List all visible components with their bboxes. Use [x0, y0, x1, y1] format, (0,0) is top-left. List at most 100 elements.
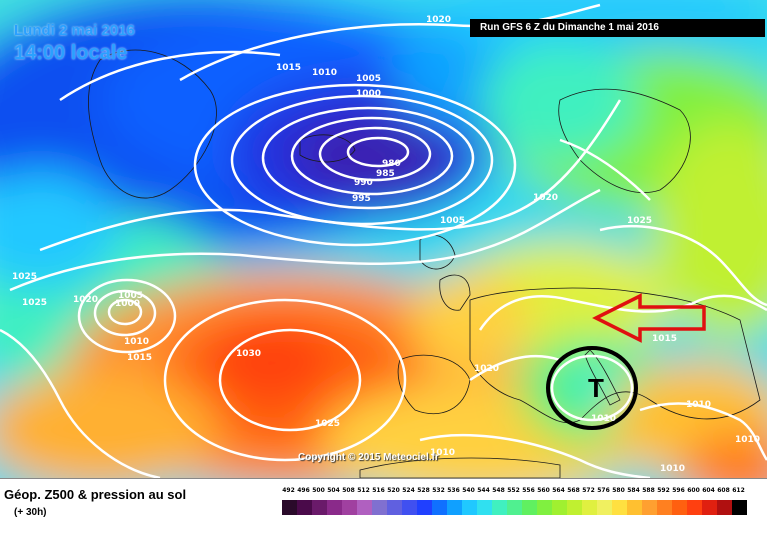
scale-label: 520: [387, 487, 400, 494]
isobar-label: 980: [382, 159, 401, 169]
scale-swatch: [507, 500, 522, 515]
scale-label: 560: [537, 487, 550, 494]
isobar-label: 985: [376, 169, 395, 179]
scale-swatch: [477, 500, 492, 515]
isobar-label: 1005: [118, 291, 143, 301]
scale-swatch: [492, 500, 507, 515]
scale-label: 496: [297, 487, 310, 494]
forecast-date: Lundi 2 mai 2016: [14, 22, 135, 39]
scale-swatch: [552, 500, 567, 515]
scale-label: 556: [522, 487, 535, 494]
scale-swatch: [282, 500, 297, 515]
scale-label: 492: [282, 487, 295, 494]
scale-swatch: [612, 500, 627, 515]
scale-label: 588: [642, 487, 655, 494]
isobar-label: 1025: [315, 419, 340, 429]
legend-subtitle: (+ 30h): [14, 507, 47, 518]
isobar-label: 1025: [12, 272, 37, 282]
isobar-label: 1010: [124, 337, 149, 347]
isobar-label: 1025: [22, 298, 47, 308]
scale-label: 548: [492, 487, 505, 494]
scale-label: 500: [312, 487, 325, 494]
scale-swatch: [432, 500, 447, 515]
scale-swatch: [297, 500, 312, 515]
copyright-notice: Copyright © 2015 Meteociel.fr: [298, 452, 439, 463]
legend-footer: Géop. Z500 & pression au sol (+ 30h) 492…: [0, 478, 767, 546]
isobar-label: 1015: [652, 334, 677, 344]
legend-title: Géop. Z500 & pression au sol: [4, 487, 187, 502]
isobar-label: 1015: [127, 353, 152, 363]
scale-label: 564: [552, 487, 565, 494]
scale-swatch: [657, 500, 672, 515]
isobar-label: 1030: [236, 349, 261, 359]
isobar-label: 990: [354, 178, 373, 188]
red-arrow: [592, 293, 706, 343]
scale-swatch: [447, 500, 462, 515]
scale-swatch: [327, 500, 342, 515]
scale-label: 532: [432, 487, 445, 494]
isobar-label: 1010: [660, 464, 685, 474]
scale-swatch: [312, 500, 327, 515]
isobar-label: 1000: [356, 89, 381, 99]
isobars: [0, 3, 767, 480]
scale-label: 536: [447, 487, 460, 494]
isobar-label: 1015: [276, 63, 301, 73]
scale-swatch: [702, 500, 717, 515]
isobar-label: 1020: [533, 193, 558, 203]
scale-label: 592: [657, 487, 670, 494]
scale-label: 604: [702, 487, 715, 494]
scale-swatch: [462, 500, 477, 515]
map-canvas: T 1020 1015 1010 1005 1000 980 985 990 9…: [0, 0, 767, 520]
scale-swatch: [372, 500, 387, 515]
scale-swatch: [687, 500, 702, 515]
isobar-label: 1020: [474, 364, 499, 374]
scale-label: 540: [462, 487, 475, 494]
isobar-label: 1020: [73, 295, 98, 305]
isobar-label: 1010: [312, 68, 337, 78]
scale-label: 568: [567, 487, 580, 494]
scale-label: 508: [342, 487, 355, 494]
scale-swatch: [672, 500, 687, 515]
scale-swatch: [522, 500, 537, 515]
weather-map: T 1020 1015 1010 1005 1000 980 985 990 9…: [0, 0, 767, 520]
isobar-label: 1010: [735, 435, 760, 445]
scale-label: 572: [582, 487, 595, 494]
low-pressure-symbol: T: [588, 373, 604, 403]
scale-label: 576: [597, 487, 610, 494]
land-outlines: [88, 49, 761, 479]
isobar-label: 1000: [115, 299, 140, 309]
color-scale: 492 496 500 504 508 512 516 520 524 528 532 536 540 5…: [282, 487, 750, 517]
scale-swatch: [402, 500, 417, 515]
run-info-banner: Run GFS 6 Z du Dimanche 1 mai 2016: [470, 19, 765, 37]
scale-swatch: [597, 500, 612, 515]
scale-label: 612: [732, 487, 745, 494]
scale-swatch: [342, 500, 357, 515]
scale-label: 584: [627, 487, 640, 494]
scale-label: 600: [687, 487, 700, 494]
scale-label: 516: [372, 487, 385, 494]
low-circle: T: [546, 346, 638, 430]
isobar-label: 1020: [426, 15, 451, 25]
isobar-label: 1010: [686, 400, 711, 410]
scale-swatch: [627, 500, 642, 515]
scale-swatch: [357, 500, 372, 515]
isobar-label: 1005: [440, 216, 465, 226]
scale-label: 596: [672, 487, 685, 494]
scale-swatch: [582, 500, 597, 515]
scale-label: 608: [717, 487, 730, 494]
isobar-label: 1010: [591, 414, 616, 424]
scale-label: 504: [327, 487, 340, 494]
isobar-labels: 1020 1015 1010 1005 1000 980 985 990 995…: [12, 15, 760, 474]
scale-label: 512: [357, 487, 370, 494]
scale-swatch: [417, 500, 432, 515]
scale-label: 524: [402, 487, 415, 494]
isobar-label: 995: [352, 194, 371, 204]
scale-swatch: [537, 500, 552, 515]
scale-swatch: [567, 500, 582, 515]
scale-swatch: [732, 500, 747, 515]
isobar-label: 1010: [430, 448, 455, 458]
scale-swatch: [717, 500, 732, 515]
scale-label: 552: [507, 487, 520, 494]
scale-swatch: [387, 500, 402, 515]
scale-label: 580: [612, 487, 625, 494]
